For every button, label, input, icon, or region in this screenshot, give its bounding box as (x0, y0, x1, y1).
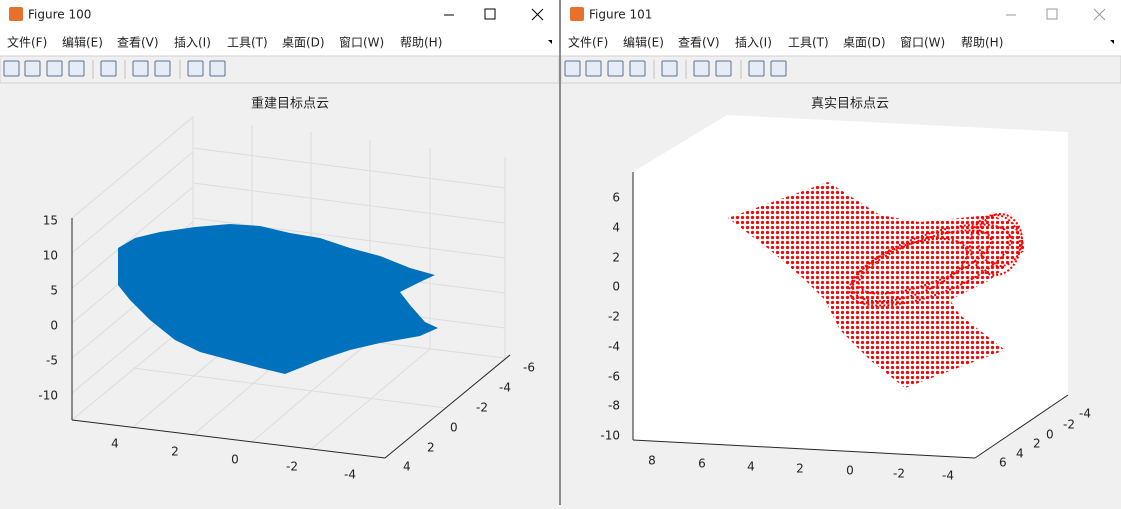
menu-bar (0, 30, 559, 56)
x-tick-label: 4 (111, 437, 119, 451)
title-bar (0, 0, 559, 30)
toolbar-button[interactable] (46, 60, 63, 77)
y-tick-label: 4 (1016, 447, 1024, 461)
toolbar-button[interactable] (629, 60, 646, 77)
toolbar-button[interactable] (607, 60, 624, 77)
y-tick-label: -6 (523, 361, 535, 375)
toolbar-button[interactable] (770, 60, 787, 77)
toolbar-button[interactable] (3, 60, 20, 77)
menu-item[interactable]: 帮助(H) (400, 36, 442, 50)
menu-item[interactable]: 编辑(E) (62, 35, 103, 50)
menu-item[interactable]: 编辑(E) (623, 35, 664, 50)
x-tick-label: -2 (286, 460, 298, 474)
menu-item[interactable]: 桌面(D) (282, 36, 325, 50)
z-tick-label: -10 (38, 389, 58, 403)
point-cloud (118, 224, 438, 374)
toolbar-button[interactable] (132, 60, 149, 77)
axes-left (71, 218, 511, 459)
close-button[interactable] (1093, 8, 1106, 21)
menu-item[interactable]: 工具(T) (788, 36, 829, 50)
toolbar-button[interactable] (154, 60, 171, 77)
x-tick-label: -4 (344, 468, 356, 482)
z-tick-label: -4 (608, 340, 620, 354)
x-tick-label: 0 (231, 453, 239, 467)
z-tick-label: 2 (612, 251, 620, 265)
menu-item[interactable]: 窗口(W) (339, 36, 384, 50)
z-tick-label: -6 (608, 370, 620, 384)
toolbar-button[interactable] (68, 60, 85, 77)
z-tick-label: 4 (612, 221, 620, 235)
x-tick-label: 2 (796, 462, 804, 476)
menu-arrow (548, 40, 552, 44)
x-tick-label: 0 (846, 464, 854, 478)
toolbar-button[interactable] (661, 60, 678, 77)
toolbar-button[interactable] (209, 60, 226, 77)
menu-item[interactable]: 插入(I) (735, 36, 772, 50)
y-tick-label: 2 (1033, 437, 1041, 451)
z-tick-label: -5 (46, 354, 58, 368)
close-button[interactable] (531, 8, 544, 21)
z-tick-label: -8 (608, 399, 620, 413)
y-tick-label: -4 (499, 381, 511, 395)
title-bar (561, 0, 1121, 30)
y-tick-label: 6 (999, 456, 1007, 470)
window-title: Figure 101 (589, 8, 652, 22)
y-tick-label: -4 (1079, 407, 1091, 421)
point-cloud (728, 182, 1025, 388)
toolbar-button[interactable] (24, 60, 41, 77)
y-tick-label: 4 (403, 460, 411, 474)
z-tick-label: 0 (50, 319, 58, 333)
toolbar-button[interactable] (693, 60, 710, 77)
z-tick-label: 6 (612, 191, 620, 205)
toolbar-button[interactable] (585, 60, 602, 77)
y-tick-label: -2 (476, 401, 488, 415)
z-tick-label: -2 (608, 310, 620, 324)
window: Figure 100 文件(F) 编辑(E) 查看(V) 插入(I) 工具(T) 桌面(D)… (0, 0, 560, 84)
toolbar-button[interactable] (564, 60, 581, 77)
toolbar-button[interactable] (715, 60, 732, 77)
toolbar-button[interactable] (187, 60, 204, 77)
y-tick-label: 0 (1046, 428, 1054, 442)
menu-bar (561, 30, 1121, 56)
x-tick-label: 2 (171, 445, 179, 459)
z-tick-label: -10 (600, 429, 620, 443)
x-tick-label: -4 (942, 469, 954, 483)
menu-arrow (1110, 40, 1114, 44)
maximize-button[interactable] (1046, 8, 1058, 20)
menu-item[interactable]: 插入(I) (174, 36, 211, 50)
x-tick-label: 6 (698, 457, 706, 471)
app-icon (570, 7, 584, 21)
x-tick-label: 8 (648, 454, 656, 468)
menu-item[interactable]: 工具(T) (227, 36, 268, 50)
menu-item[interactable]: 查看(V) (678, 36, 720, 50)
menu-item[interactable]: 查看(V) (117, 36, 159, 50)
menu-item[interactable]: 文件(F) (568, 35, 608, 50)
z-tick-label: 15 (43, 214, 58, 228)
x-tick-label: -2 (893, 467, 905, 481)
app-icon (9, 7, 23, 21)
menu-item[interactable]: 窗口(W) (900, 36, 945, 50)
menu-item[interactable]: 桌面(D) (843, 36, 886, 50)
window: Figure 101 文件(F) 编辑(E) 查看(V) 插入(I) 工具(T) 桌面(D)… (560, 0, 1121, 84)
x-tick-label: 4 (747, 460, 755, 474)
toolbar-button[interactable] (100, 60, 117, 77)
menu-item[interactable]: 文件(F) (7, 35, 47, 50)
y-tick-label: 2 (427, 441, 435, 455)
axes-title: 重建目标点云 (251, 96, 329, 112)
y-tick-label: -2 (1063, 418, 1075, 432)
y-tick-label: 0 (450, 421, 458, 435)
z-tick-label: 0 (612, 280, 620, 294)
toolbar-button[interactable] (748, 60, 765, 77)
maximize-button[interactable] (484, 8, 496, 20)
z-tick-label: 10 (43, 249, 58, 263)
axes-title: 真实目标点云 (811, 97, 889, 112)
window-title: Figure 100 (28, 8, 91, 22)
menu-item[interactable]: 帮助(H) (961, 36, 1003, 50)
z-tick-label: 5 (50, 284, 58, 298)
axes-right (632, 172, 1069, 459)
